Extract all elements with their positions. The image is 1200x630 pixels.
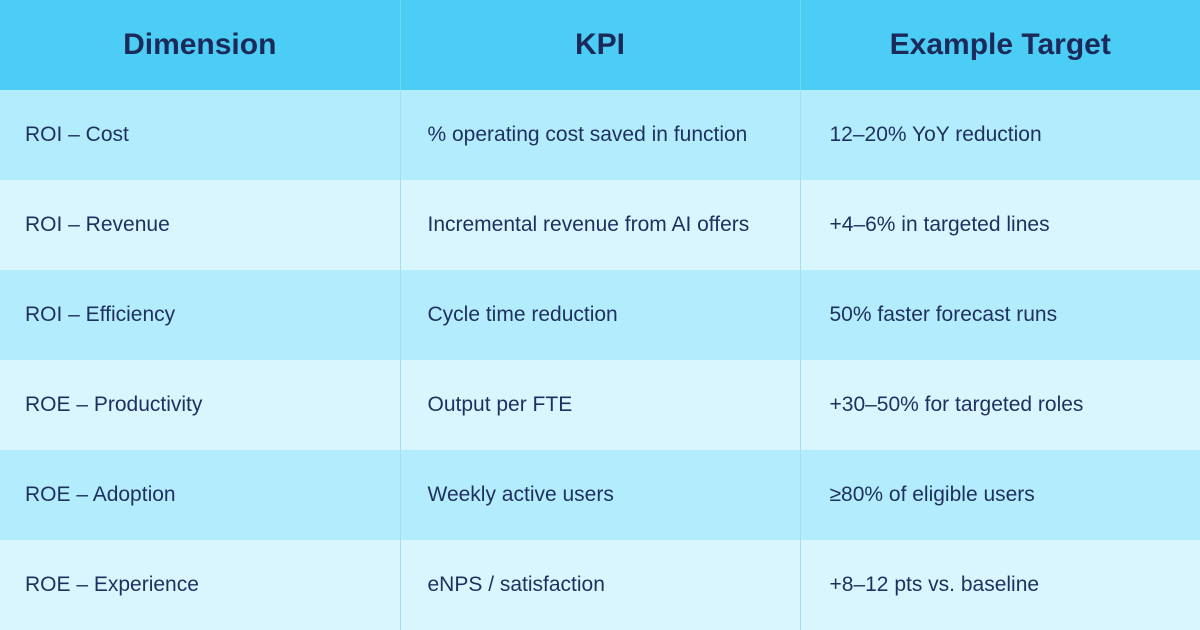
dimension-cell: ROE – Productivity	[0, 360, 401, 450]
header-row: Dimension KPI Example Target	[0, 0, 1200, 90]
table-body: ROI – Cost % operating cost saved in fun…	[0, 90, 1200, 630]
header-example-target: Example Target	[800, 0, 1200, 90]
dimension-cell: ROI – Efficiency	[0, 270, 401, 360]
table-row: ROE – Adoption Weekly active users ≥80% …	[0, 450, 1200, 540]
target-cell: 50% faster forecast runs	[800, 270, 1200, 360]
kpi-cell: % operating cost saved in function	[400, 90, 801, 180]
kpi-cell: Incremental revenue from AI offers	[400, 180, 801, 270]
table-row: ROE – Productivity Output per FTE +30–50…	[0, 360, 1200, 450]
dimension-cell: ROE – Experience	[0, 540, 401, 630]
table-row: ROI – Revenue Incremental revenue from A…	[0, 180, 1200, 270]
target-cell: +8–12 pts vs. baseline	[800, 540, 1200, 630]
kpi-cell: eNPS / satisfaction	[400, 540, 801, 630]
dimension-cell: ROI – Revenue	[0, 180, 401, 270]
target-cell: +30–50% for targeted roles	[800, 360, 1200, 450]
header-kpi: KPI	[400, 0, 801, 90]
kpi-cell: Cycle time reduction	[400, 270, 801, 360]
table-row: ROI – Cost % operating cost saved in fun…	[0, 90, 1200, 180]
target-cell: ≥80% of eligible users	[800, 450, 1200, 540]
table-row: ROI – Efficiency Cycle time reduction 50…	[0, 270, 1200, 360]
kpi-cell: Output per FTE	[400, 360, 801, 450]
dimension-cell: ROI – Cost	[0, 90, 401, 180]
target-cell: 12–20% YoY reduction	[800, 90, 1200, 180]
table-header: Dimension KPI Example Target	[0, 0, 1200, 90]
kpi-cell: Weekly active users	[400, 450, 801, 540]
table-row: ROE – Experience eNPS / satisfaction +8–…	[0, 540, 1200, 630]
target-cell: +4–6% in targeted lines	[800, 180, 1200, 270]
header-dimension: Dimension	[0, 0, 401, 90]
dimension-cell: ROE – Adoption	[0, 450, 401, 540]
